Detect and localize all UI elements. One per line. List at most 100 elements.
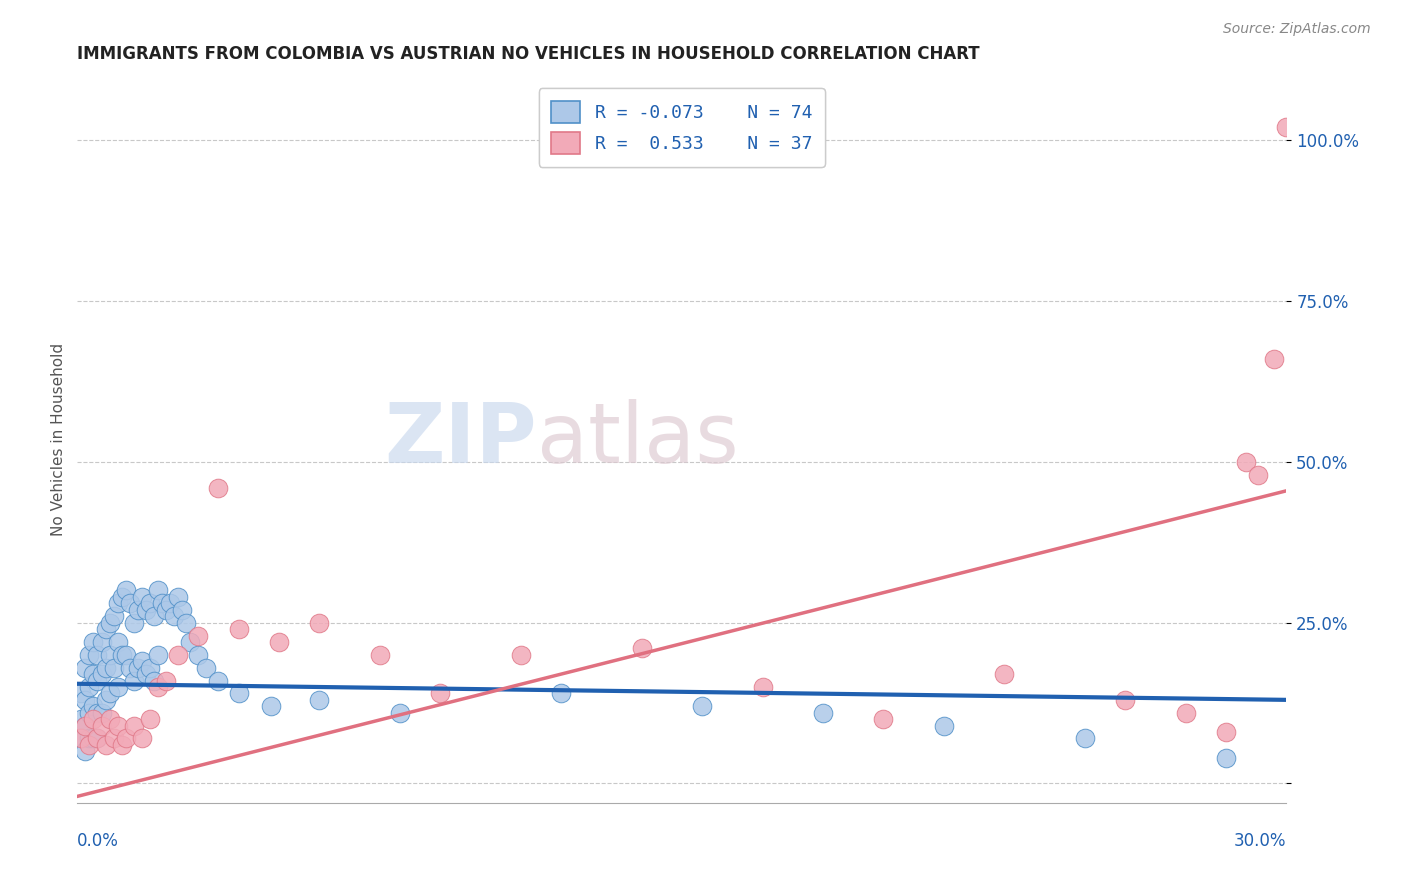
Point [79,731,101,746]
Point [146,680,169,694]
Point [228,686,250,700]
Point [1215,751,1237,765]
Point [114,583,136,598]
Point [70,686,93,700]
Text: ZIP: ZIP [384,399,537,480]
Point [118,596,141,610]
Point [150,596,173,610]
Point [172,603,194,617]
Point [79,706,101,720]
Text: Source: ZipAtlas.com: Source: ZipAtlas.com [1223,22,1371,37]
Point [90,718,112,732]
Point [228,622,250,636]
Point [135,667,157,681]
Point [79,680,101,694]
Point [98,648,121,662]
Point [131,731,153,746]
Point [1074,731,1097,746]
Point [79,648,101,662]
Point [70,731,93,746]
Point [195,661,218,675]
Point [75,718,97,732]
Point [111,648,134,662]
Point [111,590,134,604]
Point [142,609,165,624]
Point [79,738,101,752]
Point [1234,455,1257,469]
Point [1247,467,1270,482]
Point [155,673,177,688]
Point [207,673,229,688]
Point [872,712,894,726]
Point [82,699,104,714]
Point [131,654,153,668]
Point [179,635,201,649]
Point [82,635,104,649]
Point [90,667,112,681]
Point [1215,725,1237,739]
Point [159,596,181,610]
Point [1263,351,1285,366]
Point [107,680,129,694]
Point [122,718,145,732]
Point [70,712,93,726]
Point [94,622,117,636]
Text: 0.0%: 0.0% [77,832,120,850]
Point [98,686,121,700]
Point [90,635,112,649]
Point [114,648,136,662]
Point [388,706,411,720]
Point [1114,693,1136,707]
Point [139,661,162,675]
Point [368,648,391,662]
Point [811,706,834,720]
Point [142,673,165,688]
Point [167,648,190,662]
Point [207,481,229,495]
Point [75,718,97,732]
Point [122,615,145,630]
Point [75,744,97,758]
Y-axis label: No Vehicles in Household: No Vehicles in Household [51,343,66,536]
Point [114,731,136,746]
Point [260,699,283,714]
Text: atlas: atlas [537,399,738,480]
Point [103,731,125,746]
Point [82,712,104,726]
Point [127,603,149,617]
Point [118,661,141,675]
Point [94,661,117,675]
Point [103,661,125,675]
Point [86,648,108,662]
Point [86,706,108,720]
Point [155,603,177,617]
Point [75,693,97,707]
Point [139,712,162,726]
Point [86,673,108,688]
Point [167,590,190,604]
Point [131,590,153,604]
Point [187,648,209,662]
Point [267,635,290,649]
Text: IMMIGRANTS FROM COLOMBIA VS AUSTRIAN NO VEHICLES IN HOUSEHOLD CORRELATION CHART: IMMIGRANTS FROM COLOMBIA VS AUSTRIAN NO … [77,45,980,63]
Point [103,609,125,624]
Point [429,686,451,700]
Point [630,641,652,656]
Point [82,731,104,746]
Point [94,738,117,752]
Point [308,693,330,707]
Point [70,731,93,746]
Point [146,648,169,662]
Point [993,667,1015,681]
Point [163,609,186,624]
Point [127,661,149,675]
Point [94,693,117,707]
Point [146,583,169,598]
Point [98,712,121,726]
Point [751,680,773,694]
Point [75,661,97,675]
Point [107,718,129,732]
Point [550,686,572,700]
Point [86,731,108,746]
Point [122,673,145,688]
